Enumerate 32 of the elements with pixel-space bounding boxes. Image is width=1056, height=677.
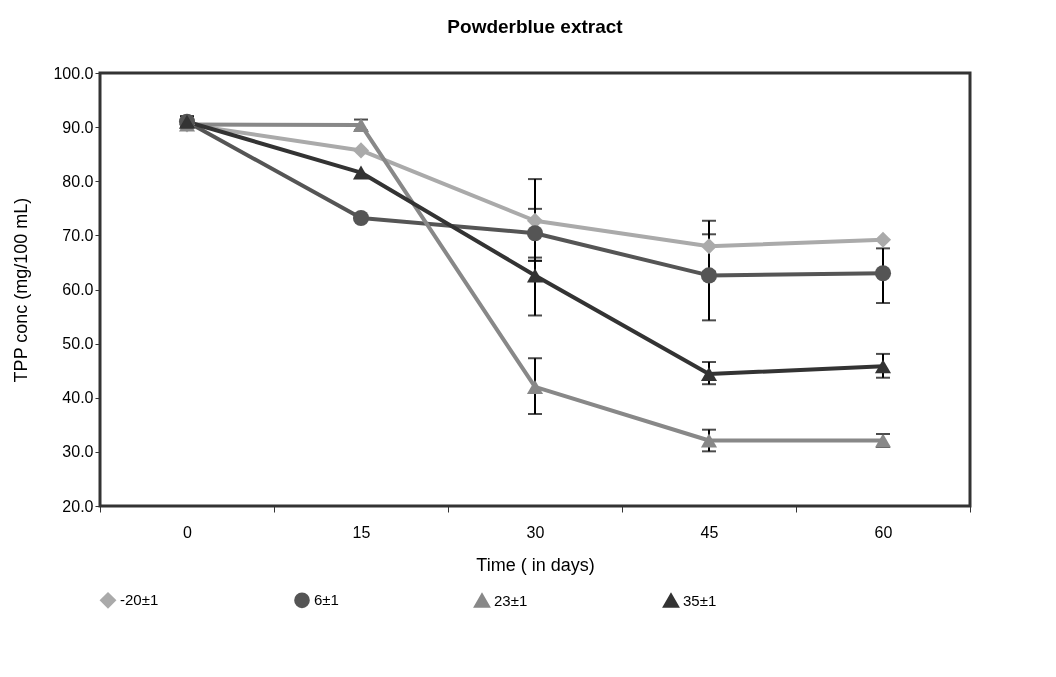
x-axis-title: Time ( in days) <box>476 554 595 575</box>
y-axis-title: TPP conc (mg/100 mL) <box>11 197 32 383</box>
y-tick-label: 40.0 <box>62 389 94 407</box>
point <box>526 268 544 283</box>
point <box>352 142 370 159</box>
x-tick-label: 15 <box>352 523 371 541</box>
point <box>526 379 544 394</box>
y-tick-label: 70.0 <box>62 226 94 244</box>
point <box>352 210 370 227</box>
x-tick-label: 0 <box>183 523 193 541</box>
y-tick-label: 50.0 <box>62 335 94 353</box>
point <box>526 225 544 242</box>
point <box>700 433 718 448</box>
y-tick-label: 80.0 <box>62 172 94 190</box>
y-tick-label: 90.0 <box>62 118 94 136</box>
y-tick-label: 30.0 <box>62 443 94 461</box>
point <box>700 366 718 381</box>
y-tick-label: 20.0 <box>62 497 94 515</box>
x-tick-label: 30 <box>526 523 545 541</box>
x-tick-label: 60 <box>874 523 893 541</box>
point <box>874 265 892 282</box>
legend-label: 23±1 <box>494 591 528 609</box>
chart-title: Powderblue extract <box>447 16 624 37</box>
legend-label: -20±1 <box>120 591 159 609</box>
y-tick-label: 100.0 <box>53 64 94 82</box>
point <box>700 267 718 284</box>
y-tick-label: 60.0 <box>62 281 94 298</box>
legend-label: 6±1 <box>314 591 339 609</box>
x-tick-label: 45 <box>700 523 719 541</box>
point <box>352 165 370 180</box>
point <box>874 359 892 374</box>
legend-label: 35±1 <box>683 591 717 609</box>
